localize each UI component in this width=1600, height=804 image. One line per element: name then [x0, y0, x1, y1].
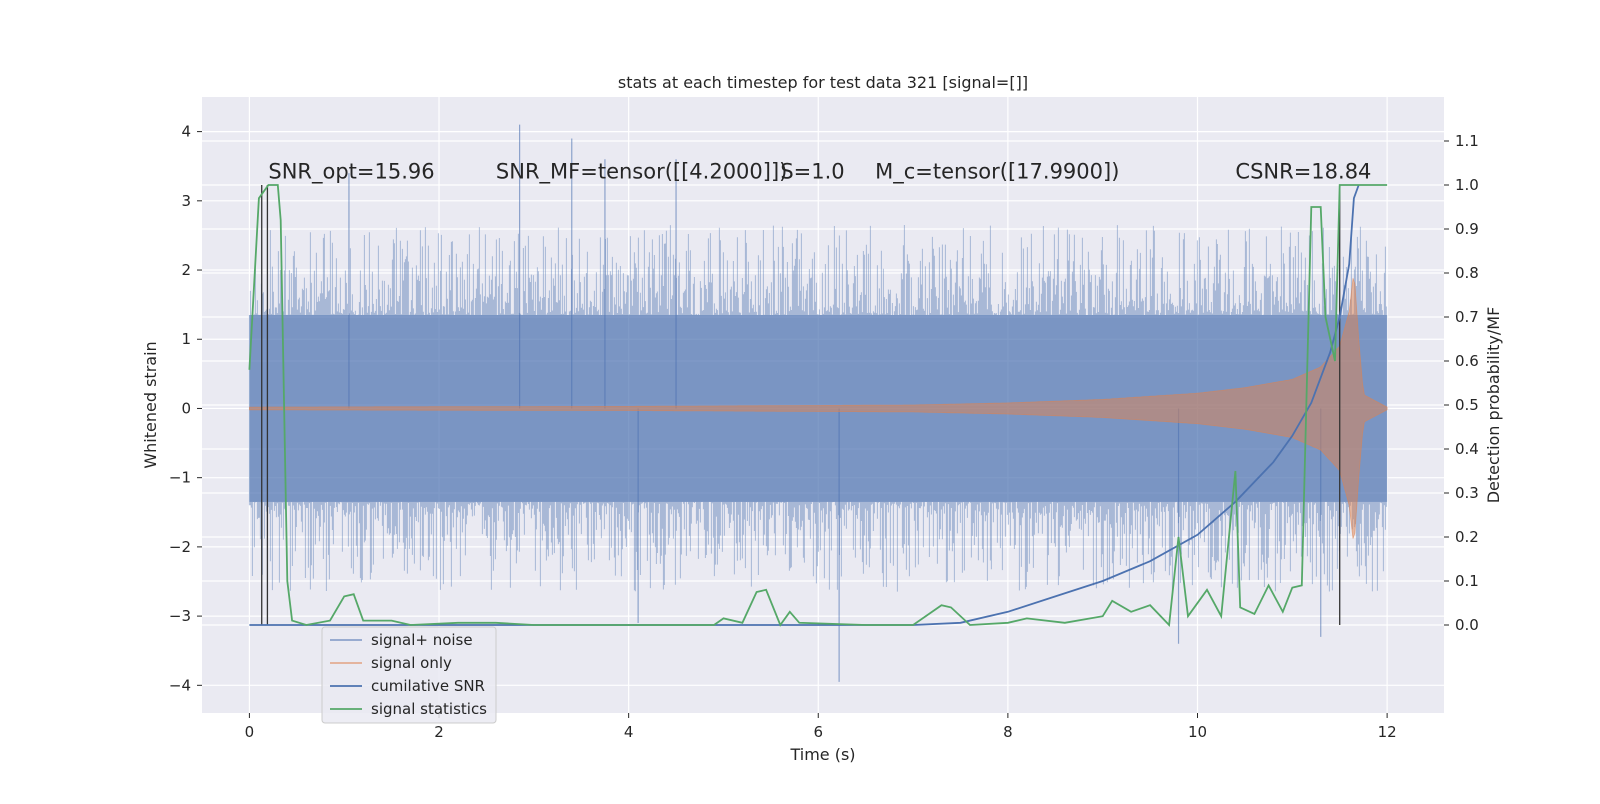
y-right-tick-label: 0.5: [1455, 396, 1479, 414]
y-axis-label-right: Detection probability/MF: [1484, 307, 1503, 504]
y-left-tick-label: 3: [181, 192, 191, 210]
x-tick-label: 8: [1003, 723, 1013, 741]
line-series: [248, 184, 1388, 628]
y-left-tick-label: 4: [181, 123, 191, 141]
x-tick-label: 4: [624, 723, 634, 741]
y-right-tick-label: 0.4: [1455, 440, 1479, 458]
cumulative-snr-line: [249, 184, 1360, 626]
x-tick-label: 6: [813, 723, 823, 741]
legend-entry: signal+ noise: [371, 631, 473, 649]
y-axis-label-left: Whitened strain: [141, 341, 160, 468]
annotation-csnr: CSNR=18.84: [1235, 159, 1371, 183]
x-tick-label: 0: [245, 723, 255, 741]
y-right-tick-label: 0.0: [1455, 616, 1479, 634]
legend-box: [321, 626, 497, 724]
x-tick-label: 2: [434, 723, 444, 741]
y-left-tick-label: 1: [181, 330, 191, 348]
y-right-tick-label: 1.0: [1455, 176, 1479, 194]
y-right-tick-label: 0.6: [1455, 352, 1479, 370]
y-left-tick-label: 2: [181, 261, 191, 279]
legend-entry: cumilative SNR: [371, 677, 485, 695]
legend: signal+ noise signal only cumilative SNR si…: [321, 626, 497, 724]
signal-only-envelope: [249, 278, 1388, 539]
y-right-tick-label: 1.1: [1455, 132, 1479, 150]
x-tick-label: 12: [1378, 723, 1397, 741]
y-left-tick-label: −1: [169, 469, 191, 487]
legend-entry: signal statistics: [371, 700, 487, 718]
y-left-tick-label: −4: [169, 676, 191, 694]
annotations: SNR_opt=15.96 SNR_MF=tensor([[4.2000]])S=…: [268, 159, 1371, 184]
legend-entry: signal only: [371, 654, 452, 672]
y-right-tick-label: 0.9: [1455, 220, 1479, 238]
annotation-mc_val: M_c=tensor([17.9900]): [875, 159, 1119, 184]
x-axis-label: Time (s): [789, 745, 855, 764]
y-left-tick-label: −2: [169, 538, 191, 556]
signal-only-series: [249, 278, 1388, 539]
annotation-snr_opt: SNR_opt=15.96: [268, 159, 434, 184]
axis-ticks: 0 2 4 6 8 10 12−4−3−2−1012340.00.10.20.30.40.5…: [169, 123, 1479, 741]
x-tick-label: 10: [1188, 723, 1207, 741]
annotation-s_val: S=1.0: [780, 159, 844, 183]
y-left-tick-label: −3: [169, 607, 191, 625]
y-left-tick-label: 0: [181, 399, 191, 417]
annotation-snr_mf: SNR_MF=tensor([[4.2000]]): [496, 159, 787, 184]
y-right-tick-label: 0.7: [1455, 308, 1479, 326]
vertical-markers: [261, 185, 1341, 625]
y-right-tick-label: 0.2: [1455, 528, 1479, 546]
y-right-tick-label: 0.3: [1455, 484, 1479, 502]
signal-statistics-line: [248, 184, 1388, 628]
y-right-tick-label: 0.8: [1455, 264, 1479, 282]
y-right-tick-label: 0.1: [1455, 572, 1479, 590]
chart-title: stats at each timestep for test data 321…: [618, 73, 1028, 92]
